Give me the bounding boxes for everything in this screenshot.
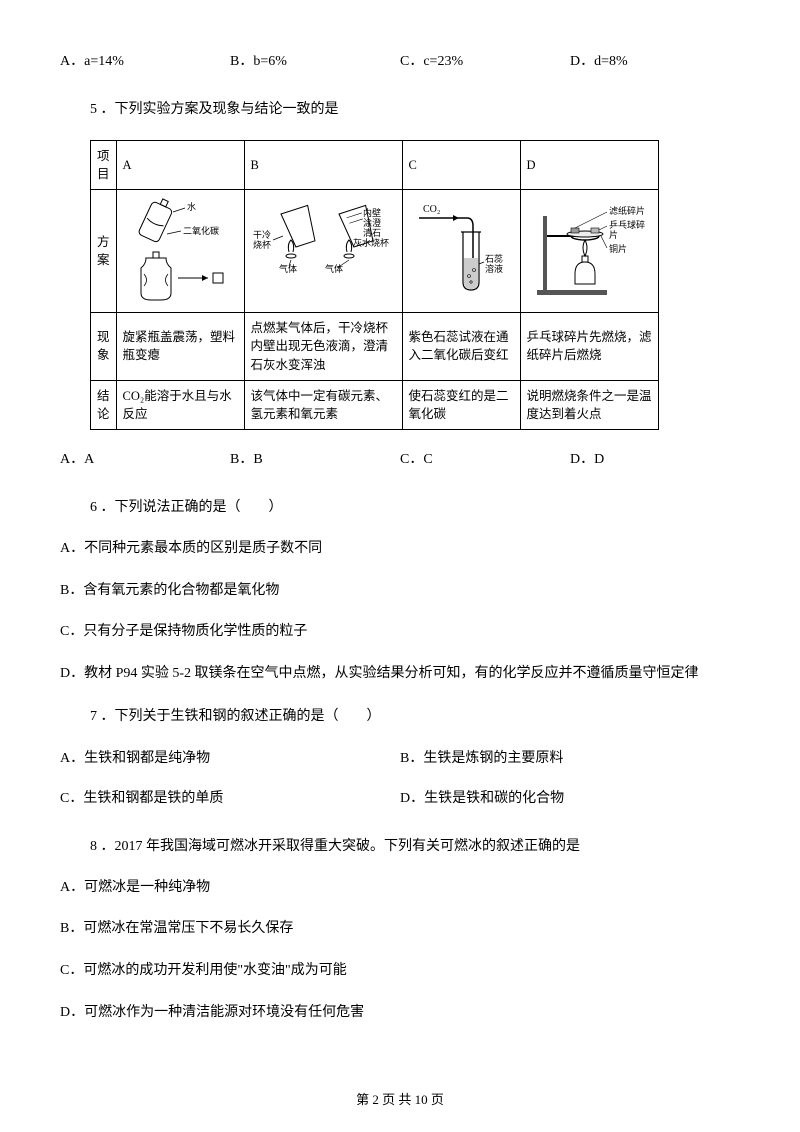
q5-row-conclusion: 结论 CO₂能溶于水且与水反应 该气体中一定有碳元素、氢元素和氧元素 使石蕊变红… — [91, 380, 659, 429]
svg-text:灰水烧杯: 灰水烧杯 — [353, 237, 389, 248]
svg-text:乒乓球碎: 乒乓球碎 — [609, 219, 645, 230]
q5-opt-b: B．B — [230, 448, 400, 468]
svg-text:溶液: 溶液 — [485, 263, 503, 274]
q8-opt-c: C．可燃冰的成功开发利用使"水变油"成为可能 — [60, 960, 740, 982]
q5-conc-b: 该气体中一定有碳元素、氢元素和氧元素 — [244, 380, 402, 429]
q5-table: 项目 A B C D 方案 水 二氧化碳 — [90, 140, 659, 430]
q6-opt-a: A．不同种元素最本质的区别是质子数不同 — [60, 538, 740, 560]
q5-row-header: 项目 A B C D — [91, 141, 659, 190]
q5-h-proj: 项目 — [91, 141, 117, 190]
svg-text:滤纸碎片: 滤纸碎片 — [609, 205, 645, 216]
q5-phen-c: 紫色石蕊试液在通入二氧化碳后变红 — [402, 313, 520, 380]
q5-scheme-label: 方案 — [91, 190, 117, 313]
q7-opt-c: C．生铁和钢都是铁的单质 — [60, 787, 400, 807]
q5-opt-a: A．A — [60, 448, 230, 468]
q8-stem: 8 ．2017 年我国海域可燃冰开采取得重大突破。下列有关可燃冰的叙述正确的是 — [90, 835, 740, 855]
q6-opt-c: C．只有分子是保持物质化学性质的粒子 — [60, 621, 740, 643]
svg-text:气体: 气体 — [279, 263, 297, 274]
q6-stem: 6 ．下列说法正确的是（ ） — [90, 496, 740, 516]
q7-stem: 7 ．下列关于生铁和钢的叙述正确的是（ ） — [90, 705, 740, 725]
q5-diagram-d: 滤纸碎片 乒乓球碎 片 铜片 — [520, 190, 658, 313]
svg-text:烧杯: 烧杯 — [253, 239, 271, 250]
q5-options: A．A B．B C．C D．D — [60, 448, 740, 468]
q5-phen-b: 点燃某气体后，干冷烧杯内壁出现无色液滴，澄清石灰水变浑浊 — [244, 313, 402, 380]
q5-phen-label: 现象 — [91, 313, 117, 380]
svg-text:水: 水 — [187, 201, 196, 212]
q5-diagram-a: 水 二氧化碳 — [116, 190, 244, 313]
q5-h-c: C — [402, 141, 520, 190]
q7-opt-b: B．生铁是炼钢的主要原料 — [400, 747, 740, 767]
q5-table-wrap: 项目 A B C D 方案 水 二氧化碳 — [60, 140, 740, 430]
svg-text:片: 片 — [609, 229, 618, 240]
svg-text:CO₂: CO₂ — [423, 204, 440, 215]
q5-diagram-c: CO₂ 石蕊 溶液 — [402, 190, 520, 313]
q4-opt-a: A．a=14% — [60, 50, 230, 70]
q5-conc-a: CO₂能溶于水且与水反应 — [116, 380, 244, 429]
svg-text:铜片: 铜片 — [609, 243, 627, 254]
q6-opt-d: D．教材 P94 实验 5-2 取镁条在空气中点燃，从实验结果分析可知，有的化学… — [60, 663, 740, 685]
q5-opt-c: C．C — [400, 448, 570, 468]
q7-opt-a: A．生铁和钢都是纯净物 — [60, 747, 400, 767]
q4-opt-b: B．b=6% — [230, 50, 400, 70]
q7-row-cd: C．生铁和钢都是铁的单质 D．生铁是铁和碳的化合物 — [60, 787, 740, 807]
svg-text:干冷: 干冷 — [253, 229, 271, 240]
svg-text:二氧化碳: 二氧化碳 — [183, 225, 219, 236]
svg-text:内壁: 内壁 — [363, 207, 381, 218]
q6-opt-b: B．含有氧元素的化合物都是氧化物 — [60, 580, 740, 602]
q5-diagram-b: 干冷 烧杯 气体 内壁 涂澄 清石 — [244, 190, 402, 313]
q5-conc-d: 说明燃烧条件之一是温度达到着火点 — [520, 380, 658, 429]
q8-opt-a: A．可燃冰是一种纯净物 — [60, 877, 740, 899]
q5-row-scheme: 方案 水 二氧化碳 — [91, 190, 659, 313]
page-footer: 第 2 页 共 10 页 — [0, 1089, 800, 1108]
q5-opt-d: D．D — [570, 448, 740, 468]
q5-phen-a: 旋紧瓶盖震荡，塑料瓶变瘪 — [116, 313, 244, 380]
q5-conc-c: 使石蕊变红的是二氧化碳 — [402, 380, 520, 429]
q5-stem: 5 ．下列实验方案及现象与结论一致的是 — [90, 98, 740, 118]
q5-h-b: B — [244, 141, 402, 190]
q7-row-ab: A．生铁和钢都是纯净物 B．生铁是炼钢的主要原料 — [60, 747, 740, 767]
svg-text:涂澄: 涂澄 — [363, 217, 381, 228]
q4-opt-d: D．d=8% — [570, 50, 740, 70]
q5-conc-label: 结论 — [91, 380, 117, 429]
q7-opt-d: D．生铁是铁和碳的化合物 — [400, 787, 740, 807]
q8-opt-d: D．可燃冰作为一种清洁能源对环境没有任何危害 — [60, 1002, 740, 1024]
q5-h-a: A — [116, 141, 244, 190]
q5-phen-d: 乒乓球碎片先燃烧，滤纸碎片后燃烧 — [520, 313, 658, 380]
q5-h-d: D — [520, 141, 658, 190]
q4-opt-c: C．c=23% — [400, 50, 570, 70]
q5-row-phenomenon: 现象 旋紧瓶盖震荡，塑料瓶变瘪 点燃某气体后，干冷烧杯内壁出现无色液滴，澄清石灰… — [91, 313, 659, 380]
svg-text:气体: 气体 — [325, 263, 343, 274]
q8-opt-b: B．可燃冰在常温常压下不易长久保存 — [60, 918, 740, 940]
svg-text:清石: 清石 — [363, 227, 381, 238]
q4-options: A．a=14% B．b=6% C．c=23% D．d=8% — [60, 50, 740, 70]
svg-text:石蕊: 石蕊 — [485, 253, 503, 264]
